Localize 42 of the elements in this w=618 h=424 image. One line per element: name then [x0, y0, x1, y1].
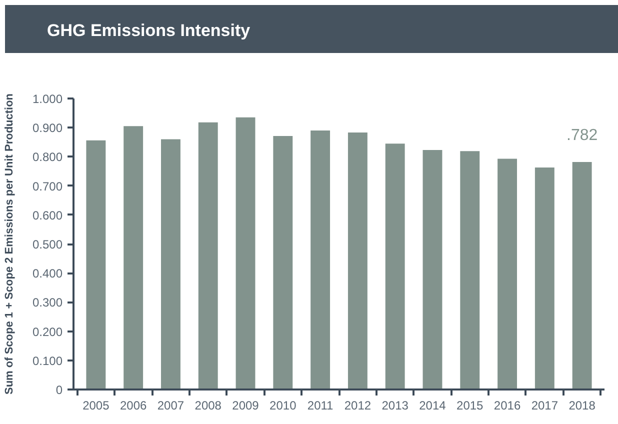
y-tick-label: 0.300 [32, 296, 63, 310]
bar [498, 158, 517, 390]
x-tick-label: 2010 [270, 398, 297, 412]
bar [273, 136, 293, 390]
x-tick-label: 2018 [568, 398, 596, 412]
y-tick-label: 0.500 [32, 238, 63, 252]
bar [534, 167, 554, 390]
y-axis-title: Sum of Scope 1 + Scope 2 Emissions per Unit Production [3, 93, 16, 395]
x-tick-label: 2005 [82, 398, 110, 412]
y-tick-label: 0.400 [32, 266, 63, 281]
chart-title: GHG Emissions Intensity [47, 20, 250, 42]
y-tick-label: 0.200 [32, 324, 63, 339]
bar [385, 144, 405, 390]
x-tick-label: 2012 [344, 398, 372, 412]
bar [348, 132, 368, 390]
bar [422, 150, 442, 390]
x-tick-label: 2007 [157, 398, 184, 412]
x-tick-label: 2006 [120, 398, 148, 412]
y-tick-label: 0 [56, 383, 63, 397]
x-tick-label: 2014 [419, 398, 446, 412]
y-tick-label: 1.000 [32, 92, 63, 106]
x-tick-label: 2013 [382, 398, 409, 412]
x-tick-label: 2011 [307, 398, 334, 412]
bar [124, 126, 144, 390]
y-tick-label: 0.100 [32, 354, 63, 368]
x-tick-label: 2008 [194, 398, 222, 412]
x-tick-label: 2015 [456, 398, 484, 412]
bar [460, 151, 480, 390]
bar [310, 130, 330, 390]
bar [572, 162, 592, 390]
bar [198, 122, 218, 390]
data-label: .782 [566, 126, 598, 144]
y-tick-label: 0.900 [32, 121, 63, 136]
bar [236, 117, 256, 390]
x-tick-label: 2016 [494, 398, 521, 412]
y-tick-label: 0.600 [32, 208, 63, 222]
bar [86, 140, 106, 390]
x-tick-label: 2017 [531, 398, 558, 412]
y-tick-label: 0.800 [32, 150, 63, 164]
x-tick-label: 2009 [232, 398, 260, 412]
y-tick-label: 0.700 [32, 179, 63, 194]
bar [161, 139, 180, 390]
